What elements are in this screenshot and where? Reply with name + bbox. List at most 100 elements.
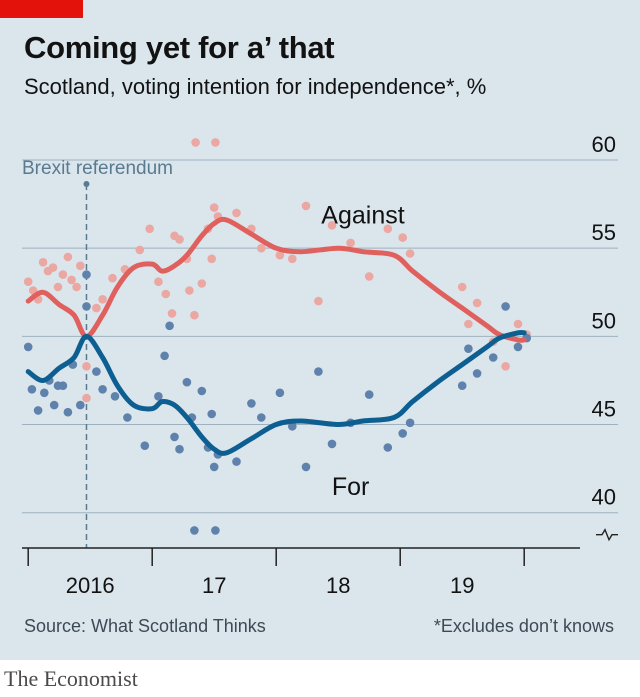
poll-dot-against (190, 310, 199, 320)
poll-dot-against (108, 273, 117, 283)
economist-logo-text: The Economist (4, 666, 138, 691)
poll-dot-against (191, 138, 200, 147)
poll-dot-for (247, 399, 256, 408)
poll-dot-for (275, 388, 285, 398)
poll-dot-for (457, 381, 467, 391)
poll-dot-against (232, 208, 241, 218)
poll-dot-against (405, 249, 415, 258)
footnote: *Excludes don’t knows (433, 616, 614, 636)
y-tick-label-60: 60 (592, 132, 616, 157)
poll-dot-for (175, 444, 184, 454)
poll-dot-against (513, 319, 523, 329)
poll-dot-for (40, 388, 49, 398)
x-tick-label-2016: 2016 (66, 573, 115, 598)
poll-dot-for (140, 441, 150, 451)
y-tick-label-55: 55 (592, 220, 616, 245)
x-tick-label-17: 17 (202, 573, 226, 598)
poll-dot-against (58, 270, 68, 279)
poll-dot-against (76, 261, 85, 271)
annotation-label: Brexit referendum (22, 158, 173, 179)
poll-dot-for (27, 385, 37, 394)
poll-dot-against (48, 263, 58, 272)
poll-dot-for (288, 422, 297, 431)
brand-red-bar (0, 0, 83, 18)
series-labels: Against For (321, 201, 404, 501)
poll-dot-against (72, 282, 81, 292)
poll-dot-for (160, 351, 169, 361)
poll-dot-against (161, 289, 171, 299)
poll-dot-against (288, 254, 297, 264)
poll-dot-for (63, 407, 73, 417)
poll-dot-against (67, 275, 76, 285)
poll-dot-for (82, 302, 91, 311)
series-label-against: Against (321, 201, 404, 229)
trend-lines (25, 216, 527, 456)
poll-dot-for (405, 418, 415, 428)
trend-line-for (25, 329, 527, 456)
poll-dot-for (58, 381, 68, 391)
poll-dot-for (314, 367, 323, 376)
poll-dot-against (501, 362, 510, 371)
poll-dot-against (175, 235, 184, 244)
poll-dot-against (314, 296, 323, 306)
poll-dot-for (76, 400, 85, 410)
x-tick-label-18: 18 (326, 573, 350, 598)
poll-dot-for (398, 429, 408, 438)
poll-dot-for (211, 526, 220, 535)
poll-dot-for (327, 439, 337, 449)
poll-dot-for (197, 386, 207, 396)
y-tick-label-40: 40 (592, 485, 616, 510)
poll-dot-against (53, 282, 63, 292)
chart-panel (0, 0, 640, 660)
poll-dot-for (513, 342, 523, 352)
poll-dot-for (464, 344, 473, 354)
poll-dot-against (98, 295, 107, 304)
poll-dot-for (23, 342, 33, 352)
poll-dot-against (154, 277, 163, 287)
poll-dot-against (82, 393, 91, 403)
poll-dot-for (49, 400, 59, 410)
poll-dot-against (301, 201, 311, 211)
poll-dot-against (185, 286, 194, 295)
poll-dot-against (209, 203, 219, 212)
chart-subtitle: Scotland, voting intention for independe… (24, 74, 487, 99)
referendum-marker (83, 181, 90, 187)
poll-dots (23, 138, 531, 535)
poll-dot-against (167, 309, 177, 318)
poll-dot-against (364, 272, 374, 281)
poll-dot-for (257, 413, 266, 422)
y-tick-label-50: 50 (592, 308, 616, 333)
poll-dot-for (472, 369, 482, 378)
poll-dot-against (457, 282, 467, 292)
poll-dot-for (383, 443, 393, 452)
gridlines (22, 159, 618, 514)
poll-dot-for (170, 432, 179, 442)
poll-dot-for (364, 390, 374, 399)
poll-dot-for (92, 367, 101, 376)
poll-dot-against (145, 224, 154, 234)
poll-dot-against (38, 258, 48, 267)
poll-dot-against (211, 138, 220, 147)
poll-dot-for (82, 270, 91, 279)
poll-dot-for (154, 392, 163, 401)
poll-dot-for (98, 385, 107, 394)
poll-dot-against (275, 250, 285, 260)
poll-dot-for (232, 457, 241, 466)
axis-break-icon (596, 528, 618, 542)
poll-dot-against (346, 238, 355, 248)
poll-dot-against (257, 243, 266, 253)
poll-dot-for (110, 392, 120, 401)
series-label-for: For (332, 473, 370, 501)
poll-dot-for (488, 353, 498, 362)
poll-dot-for (209, 462, 219, 472)
poll-dot-against (398, 233, 408, 242)
x-tick-label-19: 19 (450, 573, 474, 598)
y-tick-label-45: 45 (592, 397, 616, 422)
source-note: Source: What Scotland Thinks (24, 616, 266, 636)
poll-dot-against (464, 319, 473, 329)
poll-dot-against (82, 362, 91, 371)
trend-line-against (25, 216, 527, 343)
poll-dot-against (63, 252, 73, 262)
